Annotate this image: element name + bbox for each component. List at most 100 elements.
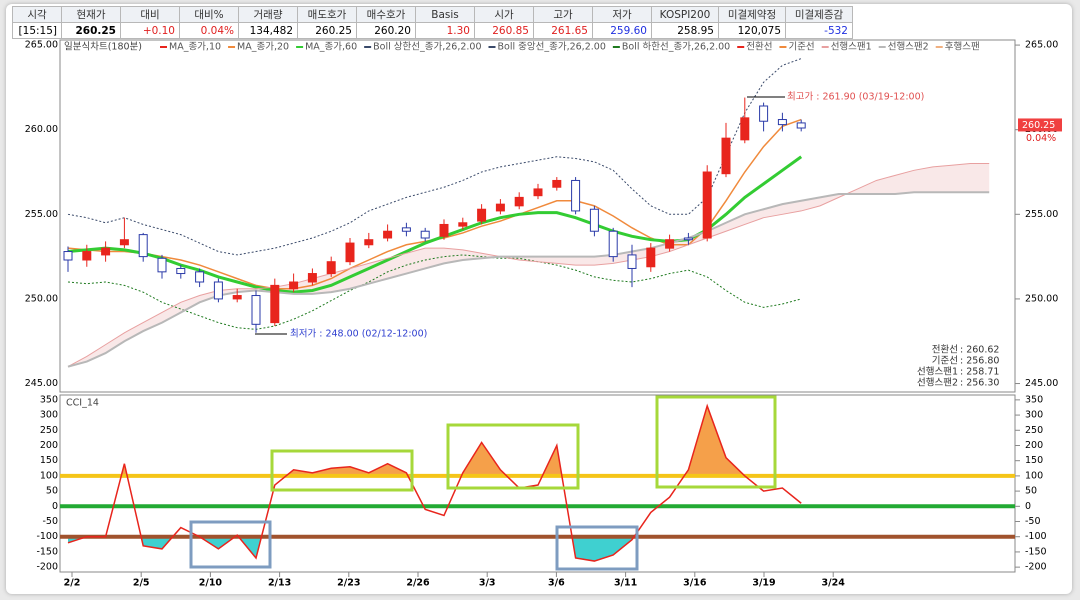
header-cell: 고가 [533,6,593,23]
candle-body [307,273,317,283]
x-tick-label: 3/16 [683,578,707,589]
price-tag: 260.25 [1022,120,1055,131]
y-tick-label: 300 [40,410,58,421]
info-value: : 258.71 [960,367,999,378]
candle-body [571,179,581,212]
x-tick-label: 3/24 [822,578,846,589]
candle-body [138,234,148,258]
value-cell: 260.25 [297,22,357,39]
value-cell: 134,482 [238,22,298,39]
candle-body [270,284,280,324]
x-tick-label: 2/10 [199,578,223,589]
candle-body [740,117,750,141]
info-label: 기준선 [932,356,958,367]
header-cell: Basis [415,6,475,23]
legend-label: 전환선 [746,41,772,53]
highlight-box [655,395,777,489]
value-cell: 120,075 [718,22,786,39]
y-tick-label: -150 [1025,546,1047,557]
candle-body [759,105,769,122]
y-tick-label: 200 [1025,440,1043,451]
candle-body [251,295,261,325]
y-tick-label: -100 [36,531,58,542]
candle-body [495,203,505,212]
x-tick-label: 3/19 [752,578,775,589]
high-note: 최고가 : 261.90 (03/19-12:00) [787,92,924,103]
value-cell: 260.20 [356,22,416,39]
price-tag-box [1018,118,1062,132]
candle-body [289,281,299,290]
candle-body [665,239,675,249]
highlight-box [446,423,580,490]
indicator-line [67,254,802,330]
info-value: : 256.30 [960,378,999,389]
y-tick-label: 250 [40,425,58,436]
info-label: 선행스팬1 [917,366,958,378]
header-cell: 미결제증감 [785,6,853,23]
y-tick-label: 255.00 [25,209,58,220]
y-tick-label: 300 [1025,410,1043,421]
ichimoku-cloud [68,163,990,367]
y-tick-label: 250.00 [1025,293,1058,304]
cci-title: CCI_14 [66,398,99,409]
candle-body [683,237,693,241]
legend-label: Boll 하한선_종가,26,2.00 [622,41,730,53]
candle-body [176,267,186,275]
main-frame [59,39,1016,393]
info-value: : 260.62 [960,345,999,356]
y-tick-label: 0 [52,501,58,512]
y-tick-label: 150 [1025,455,1043,466]
y-tick-label: 245.00 [1025,378,1058,389]
y-tick-label: 50 [46,486,58,497]
y-tick-label: -50 [1025,516,1041,527]
y-tick-label: 200 [40,440,58,451]
candle-body [627,254,637,269]
header-cell: 미결제약정 [718,6,786,23]
candle-body [326,261,336,275]
x-tick-label: 2/26 [406,578,430,589]
value-cell: 1.30 [415,22,475,39]
y-tick-label: -200 [1025,562,1047,573]
candle-body [721,137,731,175]
value-cell: 260.25 [61,22,121,39]
value-cell: [15:15] [12,22,62,39]
candle-body [608,230,618,258]
y-tick-label: 260.00 [25,124,58,135]
x-tick-label: 3/11 [614,578,637,589]
y-tick-label: 350 [40,394,58,405]
candle-body [82,251,92,261]
candle-body [232,295,242,300]
legend-label: Boll 상한선_종가,26,2.00 [373,42,481,53]
candle-body [439,223,449,237]
x-tick-label: 3/6 [548,578,565,589]
chart-title: 일분식차트(180분) [64,41,142,53]
y-tick-label: -150 [36,546,58,557]
value-cell: 259.60 [592,22,652,39]
header-cell: 매도호가 [297,6,357,23]
value-cell: -532 [785,22,853,39]
x-tick-label: 2/23 [337,578,360,589]
quote-table: 시각 현재가 대비 대비% 거래량 매도호가 매수호가 Basis 시가 고가 저가 KOSPI200… [12,6,853,39]
cci-frame [59,394,1016,573]
legend-label: Boll 중앙선_종가,26,2.00 [498,41,606,53]
value-cell: +0.10 [120,22,180,39]
change-tag: 0.04% [1026,133,1056,144]
header-cell: KOSPI200 [651,6,719,23]
y-tick-label: 100 [1025,470,1043,481]
candle-body [63,251,73,261]
cci-under-area [68,536,802,562]
y-tick-label: 150 [40,455,58,466]
candle-body [589,208,599,232]
legend-label: MA_종가,20 [237,42,289,53]
header-cell: 저가 [592,6,652,23]
candle-body [552,179,562,188]
y-tick-label: 350 [1025,394,1043,405]
candle-body [796,122,806,129]
highlight-box [270,449,414,492]
y-tick-label: 255.00 [1025,209,1058,220]
legend-label: 선행스팬2 [888,41,929,53]
header-cell: 매수호가 [356,6,416,23]
y-tick-label: 50 [1025,486,1037,497]
